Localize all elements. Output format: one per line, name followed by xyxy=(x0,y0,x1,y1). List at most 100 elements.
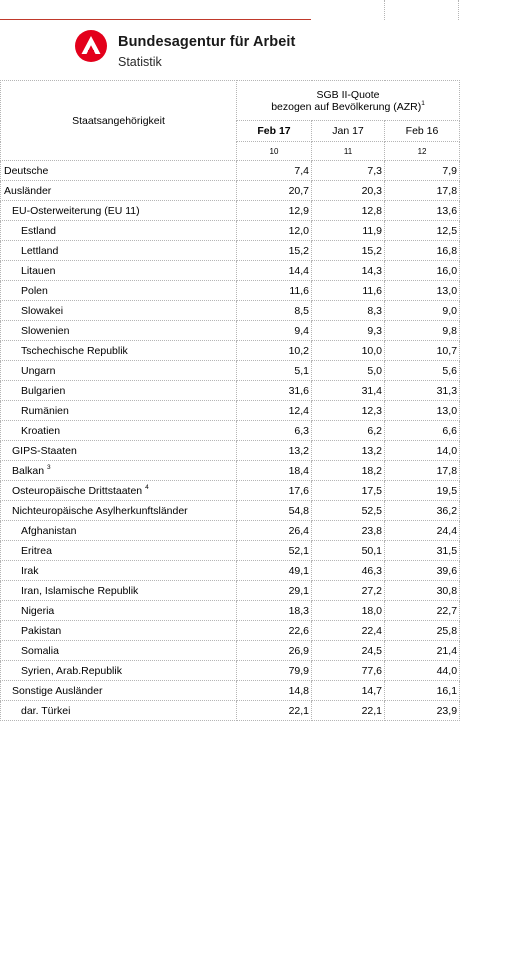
row-label-text: Slowenien xyxy=(21,324,70,337)
cell-value: 12,9 xyxy=(236,200,312,221)
row-label: Somalia xyxy=(0,640,237,661)
cell-value: 13,6 xyxy=(383,200,461,221)
table-row: Slowenien 9,4 9,3 9,8 xyxy=(0,320,461,341)
row-label: Pakistan xyxy=(0,620,237,641)
column-number: 11 xyxy=(311,141,385,161)
cell-value: 46,3 xyxy=(311,560,385,581)
cell-value: 22,4 xyxy=(311,620,385,641)
footnote-marker: 3 xyxy=(47,463,51,471)
cell-value: 27,2 xyxy=(311,580,385,601)
cell-value: 20,7 xyxy=(236,180,312,201)
row-label-text: Afghanistan xyxy=(21,524,77,537)
table-row: GIPS-Staaten 13,2 13,2 14,0 xyxy=(0,440,461,461)
org-subtitle: Statistik xyxy=(118,55,162,69)
cell-value: 5,6 xyxy=(383,360,461,381)
cell-value: 7,9 xyxy=(383,160,461,181)
cell-value: 7,3 xyxy=(311,160,385,181)
cell-value: 16,1 xyxy=(383,680,461,701)
cell-value: 14,0 xyxy=(383,440,461,461)
table-row: Sonstige Ausländer 14,8 14,7 16,1 xyxy=(0,680,461,701)
row-label: Ungarn xyxy=(0,360,237,381)
cell-value: 21,4 xyxy=(383,640,461,661)
row-label-text: Pakistan xyxy=(21,624,62,637)
cell-value: 7,4 xyxy=(236,160,312,181)
table-row: Estland 12,0 11,9 12,5 xyxy=(0,220,461,241)
column-number: 12 xyxy=(383,141,461,161)
row-label-text: Somalia xyxy=(21,644,59,657)
header-divider xyxy=(384,0,385,20)
group-title-footnote: 1 xyxy=(421,99,425,107)
group-title-line1: SGB II-Quote xyxy=(316,88,380,101)
cell-value: 12,4 xyxy=(236,400,312,421)
row-label: Estland xyxy=(0,220,237,241)
cell-value: 39,6 xyxy=(383,560,461,581)
table-row: Ungarn 5,1 5,0 5,6 xyxy=(0,360,461,381)
cell-value: 36,2 xyxy=(383,500,461,521)
cell-value: 11,6 xyxy=(236,280,312,301)
cell-value: 6,6 xyxy=(383,420,461,441)
row-label-text: Slowakei xyxy=(21,304,64,317)
cell-value: 31,5 xyxy=(383,540,461,561)
cell-value: 14,7 xyxy=(311,680,385,701)
row-label-text: dar. Türkei xyxy=(21,704,71,717)
table-row: Bulgarien 31,6 31,4 31,3 xyxy=(0,380,461,401)
cell-value: 19,5 xyxy=(383,480,461,501)
cell-value: 5,1 xyxy=(236,360,312,381)
table-row: Nigeria 18,3 18,0 22,7 xyxy=(0,600,461,621)
table-row: Lettland 15,2 15,2 16,8 xyxy=(0,240,461,261)
table-row: Pakistan 22,6 22,4 25,8 xyxy=(0,620,461,641)
table-row: Litauen 14,4 14,3 16,0 xyxy=(0,260,461,281)
cell-value: 17,8 xyxy=(383,180,461,201)
cell-value: 24,4 xyxy=(383,520,461,541)
row-label-text: Lettland xyxy=(21,244,59,257)
row-label-text: Irak xyxy=(21,564,39,577)
cell-value: 31,4 xyxy=(311,380,385,401)
cell-value: 29,1 xyxy=(236,580,312,601)
row-label-text: GIPS-Staaten xyxy=(12,444,77,457)
row-label: Deutsche xyxy=(0,160,237,181)
cell-value: 18,0 xyxy=(311,600,385,621)
row-label-text: Syrien, Arab.Republik xyxy=(21,664,122,677)
page-header xyxy=(0,20,459,80)
cell-value: 9,0 xyxy=(383,300,461,321)
row-label-text: EU-Osterweiterung (EU 11) xyxy=(12,204,140,217)
cell-value: 77,6 xyxy=(311,660,385,681)
row-label-text: Estland xyxy=(21,224,57,237)
row-label: Balkan 3 xyxy=(0,460,237,481)
row-label: Sonstige Ausländer xyxy=(0,680,237,701)
row-label: Litauen xyxy=(0,260,237,281)
table-row: Polen 11,6 11,6 13,0 xyxy=(0,280,461,301)
row-label-text: Ungarn xyxy=(21,364,56,377)
table-row: Afghanistan 26,4 23,8 24,4 xyxy=(0,520,461,541)
cell-value: 49,1 xyxy=(236,560,312,581)
cell-value: 16,8 xyxy=(383,240,461,261)
row-label: Iran, Islamische Republik xyxy=(0,580,237,601)
table-row: Iran, Islamische Republik 29,1 27,2 30,8 xyxy=(0,580,461,601)
row-label-text: Sonstige Ausländer xyxy=(12,684,103,697)
cell-value: 31,6 xyxy=(236,380,312,401)
row-label-text: Nigeria xyxy=(21,604,55,617)
row-label-text: Litauen xyxy=(21,264,56,277)
cell-value: 31,3 xyxy=(383,380,461,401)
row-label: dar. Türkei xyxy=(0,700,237,721)
cell-value: 14,4 xyxy=(236,260,312,281)
table-row: Irak 49,1 46,3 39,6 xyxy=(0,560,461,581)
cell-value: 23,8 xyxy=(311,520,385,541)
row-label-text: Osteuropäische Drittstaaten xyxy=(12,484,143,497)
ba-logo-icon xyxy=(75,30,107,62)
row-label-text: Bulgarien xyxy=(21,384,66,397)
cell-value: 12,3 xyxy=(311,400,385,421)
cell-value: 54,8 xyxy=(236,500,312,521)
cell-value: 22,7 xyxy=(383,600,461,621)
row-label: Eritrea xyxy=(0,540,237,561)
cell-value: 26,4 xyxy=(236,520,312,541)
footnote-marker: 4 xyxy=(145,483,149,491)
cell-value: 30,8 xyxy=(383,580,461,601)
table-row: Slowakei 8,5 8,3 9,0 xyxy=(0,300,461,321)
row-label: Nigeria xyxy=(0,600,237,621)
table-row: Nichteuropäische Asylherkunftsländer 54,8… xyxy=(0,500,461,521)
cell-value: 9,8 xyxy=(383,320,461,341)
group-title-line2: bezogen auf Bevölkerung (AZR) xyxy=(271,100,422,113)
table-row: Syrien, Arab.Republik 79,9 77,6 44,0 xyxy=(0,660,461,681)
table-row: Somalia 26,9 24,5 21,4 xyxy=(0,640,461,661)
